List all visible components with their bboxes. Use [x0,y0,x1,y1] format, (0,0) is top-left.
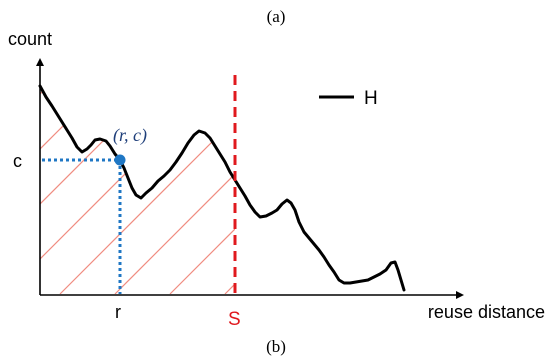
s-tick-label: S [228,309,241,330]
histogram-curve [38,84,406,292]
hatch-line [280,34,540,294]
caption-bottom: (b) [266,337,286,356]
c-tick-label: c [13,151,22,171]
y-axis-label: count [8,29,52,49]
x-axis-label: reuse distance [428,302,545,322]
hatched-area [40,34,553,294]
caption-top: (a) [267,7,286,26]
hatch-line [224,86,235,294]
point-label: (r, c) [113,125,147,146]
hatch-line [40,86,156,294]
legend-label-h: H [364,88,378,109]
hatch-line [169,86,235,294]
point-marker [114,154,126,166]
hatch-line [335,34,553,294]
hatch-line [114,86,235,294]
r-tick-label: r [115,302,121,322]
hatch-line [40,86,211,294]
hatch-line [59,86,235,294]
legend: H [319,88,378,109]
